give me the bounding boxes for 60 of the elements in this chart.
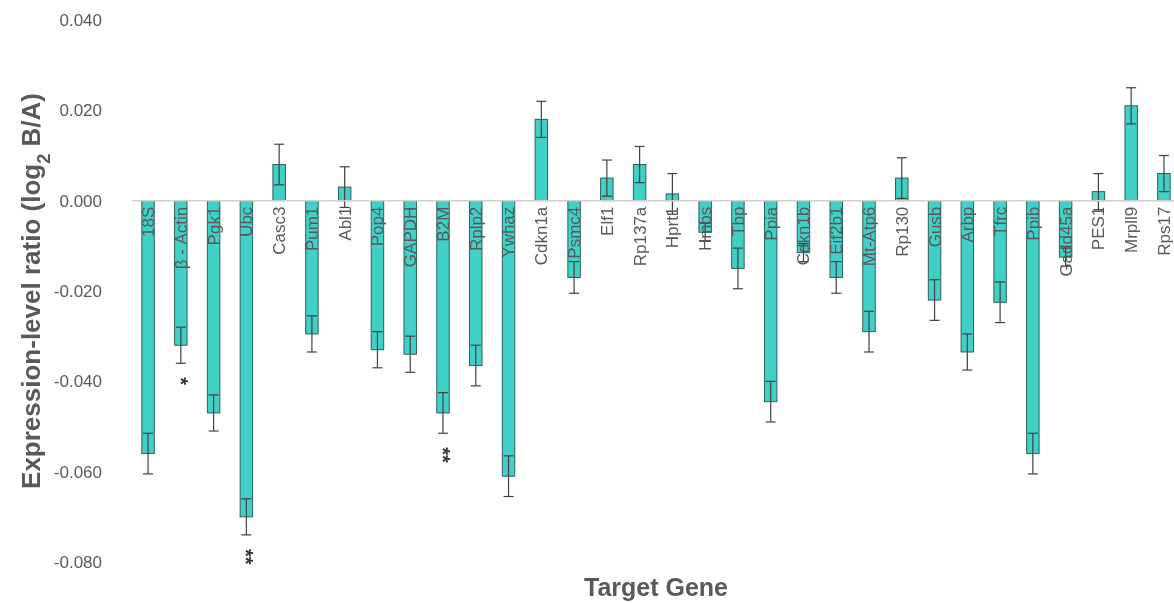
- y-tick-label: 0.040: [59, 10, 102, 30]
- bar: [239, 200, 254, 518]
- x-tick-label: Abl1: [335, 206, 355, 241]
- y-tick-label: -0.040: [53, 372, 102, 392]
- bar: [305, 200, 319, 335]
- bar: [337, 186, 352, 202]
- bar: [206, 200, 221, 414]
- bar: [763, 200, 778, 403]
- x-tick-label: Mt-Atp6: [859, 206, 879, 267]
- bar: [632, 164, 647, 202]
- x-tick-label: Cdkn1b: [794, 206, 814, 266]
- bar: [960, 200, 975, 353]
- x-tick-label: Rp130: [892, 206, 912, 257]
- x-tick-label: Elf1: [597, 206, 617, 236]
- y-tick-label: -0.020: [53, 281, 102, 301]
- x-tick-label: GAPDH: [401, 206, 421, 268]
- x-tick-label: Ywhaz: [499, 206, 519, 258]
- x-tick-label: Hprt1: [663, 206, 683, 249]
- y-tick-label: 0.000: [59, 191, 102, 211]
- bar: [469, 200, 483, 367]
- x-tick-label: PES1: [1089, 206, 1109, 251]
- x-tick-label: Pop4: [368, 206, 388, 247]
- x-tick-label: Gadd45a: [1056, 206, 1076, 277]
- x-tick-label: Tfrc: [991, 206, 1011, 236]
- bar: [501, 200, 516, 477]
- annotation: *: [169, 377, 192, 386]
- annotation: **: [235, 548, 258, 565]
- x-tick-label: Tbp: [728, 206, 748, 236]
- y-tick-label: -0.060: [53, 462, 102, 482]
- y-tick-label: 0.020: [59, 101, 102, 121]
- x-tick-label: Gusb: [925, 206, 945, 248]
- annotation: **: [431, 447, 454, 464]
- x-tick-label: Pum1: [302, 206, 322, 252]
- x-tick-label: Hmbs: [696, 206, 716, 252]
- x-tick-label: Psmc4: [565, 206, 585, 259]
- y-tick-label: -0.080: [53, 552, 102, 572]
- bar: [993, 200, 1007, 303]
- x-tick-label: Mrpll9: [1122, 206, 1142, 253]
- x-tick-label: Eif2b1: [827, 206, 847, 255]
- bar: [1124, 105, 1138, 202]
- x-tick-label: Rp137a: [630, 206, 650, 267]
- x-tick-label: Rplp2: [466, 206, 486, 252]
- bar: [141, 200, 155, 455]
- x-tick-label: Pgk1: [204, 206, 224, 246]
- bar: [534, 118, 549, 202]
- x-tick-label: Ppia: [761, 206, 781, 241]
- x-tick-label: Arbp: [958, 206, 978, 243]
- x-tick-label: β - Actin: [171, 206, 191, 270]
- bar: [174, 200, 188, 346]
- x-tick-label: Cdkn1a: [532, 206, 552, 266]
- x-tick-label: Casc3: [270, 206, 290, 255]
- x-tick-label: B2M: [433, 206, 453, 242]
- bar: [436, 200, 450, 414]
- x-tick-label: 18S: [139, 206, 159, 237]
- x-axis-title: Target Gene: [583, 573, 729, 601]
- x-tick-label: Ubc: [237, 206, 257, 237]
- bar: [600, 177, 614, 202]
- bar: [1026, 200, 1040, 455]
- x-tick-label: Rps17: [1154, 206, 1174, 256]
- x-tick-label: Ppib: [1023, 206, 1043, 241]
